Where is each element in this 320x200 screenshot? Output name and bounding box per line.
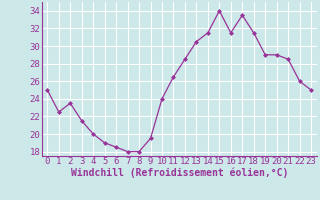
X-axis label: Windchill (Refroidissement éolien,°C): Windchill (Refroidissement éolien,°C) bbox=[70, 168, 288, 178]
